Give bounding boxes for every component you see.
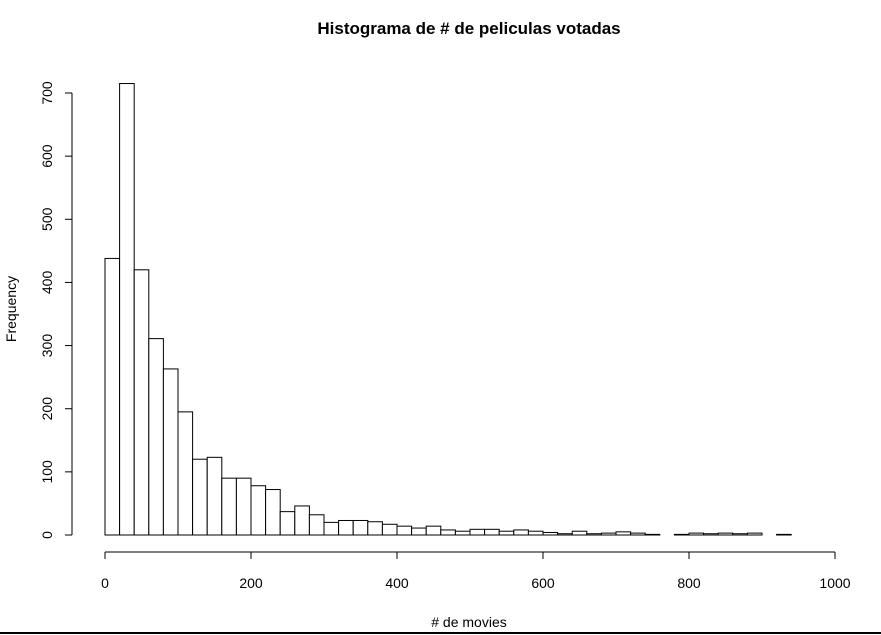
histogram-bar xyxy=(484,528,500,536)
histogram-bar xyxy=(600,532,617,536)
histogram-bar xyxy=(235,477,252,536)
histogram-bar xyxy=(250,485,267,536)
x-tick-label: 200 xyxy=(239,575,263,591)
histogram-bar xyxy=(717,532,734,536)
histogram-bar xyxy=(746,532,763,536)
y-tick-label: 200 xyxy=(39,397,55,421)
x-tick-label: 1000 xyxy=(819,575,850,591)
histogram-bar xyxy=(279,511,296,536)
histogram-bar xyxy=(104,257,121,536)
histogram-bar xyxy=(265,489,281,536)
x-tick-label: 800 xyxy=(677,575,701,591)
histogram-bar xyxy=(571,530,588,536)
histogram-bar xyxy=(411,527,427,536)
histogram-bar xyxy=(644,533,661,536)
x-tick-label: 400 xyxy=(385,575,409,591)
y-axis-label: Frequency xyxy=(3,276,19,342)
histogram-bar xyxy=(440,529,456,536)
y-tick-label: 0 xyxy=(39,531,55,539)
histogram-bar xyxy=(294,505,310,536)
histogram-bar xyxy=(192,458,208,536)
x-axis: 0 200 400 600 800 1000 xyxy=(101,551,851,591)
histogram-bar xyxy=(542,531,559,536)
y-tick-label: 700 xyxy=(39,81,55,105)
histogram-bar xyxy=(498,530,515,536)
histogram-bar xyxy=(630,532,646,536)
y-tick-label: 500 xyxy=(39,207,55,231)
histogram-bar xyxy=(381,523,398,536)
x-tick-label: 0 xyxy=(101,575,109,591)
histogram-bar xyxy=(133,269,150,536)
histogram-bar xyxy=(586,533,602,536)
y-tick-label: 100 xyxy=(39,460,55,484)
histogram-bar xyxy=(308,514,325,536)
histogram-bar xyxy=(454,530,471,536)
histogram-bar xyxy=(703,533,719,536)
histogram-bar xyxy=(396,525,413,536)
histogram-bar xyxy=(513,529,529,536)
histogram-bar xyxy=(469,528,486,536)
y-tick-label: 300 xyxy=(39,334,55,358)
histogram-bar xyxy=(177,411,194,536)
histogram-bar xyxy=(221,477,237,536)
histogram-bar xyxy=(206,456,223,536)
chart-title: Histograma de # de peliculas votadas xyxy=(317,19,620,38)
histogram-bar xyxy=(148,338,164,536)
histogram-bar xyxy=(323,521,340,536)
y-tick-label: 400 xyxy=(39,271,55,295)
histogram-bar xyxy=(352,519,369,536)
histogram-bar xyxy=(673,533,690,536)
histogram-bar xyxy=(425,525,442,536)
histogram-bar xyxy=(776,533,792,536)
histogram-bar xyxy=(162,368,179,536)
histogram-bar xyxy=(527,530,544,536)
histogram-bar xyxy=(367,521,383,536)
y-axis: 0 100 200 300 400 500 600 700 xyxy=(39,81,73,539)
y-tick-label: 600 xyxy=(39,144,55,168)
histogram-bar xyxy=(338,519,354,536)
histogram-bar xyxy=(615,531,632,536)
histogram-bar xyxy=(119,83,135,536)
histogram-bar xyxy=(688,532,705,536)
x-tick-label: 600 xyxy=(531,575,555,591)
histogram-bars xyxy=(104,83,792,536)
x-axis-label: # de movies xyxy=(431,614,506,630)
bottom-rule xyxy=(0,632,881,634)
histogram-bar xyxy=(557,533,573,536)
histogram-bar xyxy=(732,533,748,536)
